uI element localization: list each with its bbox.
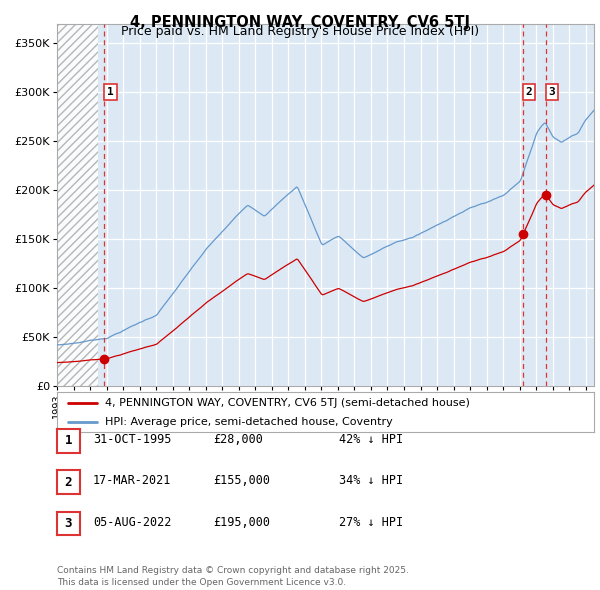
Text: 05-AUG-2022: 05-AUG-2022: [93, 516, 172, 529]
Text: 2: 2: [65, 476, 72, 489]
Text: 17-MAR-2021: 17-MAR-2021: [93, 474, 172, 487]
Text: 27% ↓ HPI: 27% ↓ HPI: [339, 516, 403, 529]
Text: HPI: Average price, semi-detached house, Coventry: HPI: Average price, semi-detached house,…: [106, 417, 393, 427]
Text: 1: 1: [107, 87, 114, 97]
Text: 34% ↓ HPI: 34% ↓ HPI: [339, 474, 403, 487]
Text: Price paid vs. HM Land Registry's House Price Index (HPI): Price paid vs. HM Land Registry's House …: [121, 25, 479, 38]
Text: 4, PENNINGTON WAY, COVENTRY, CV6 5TJ (semi-detached house): 4, PENNINGTON WAY, COVENTRY, CV6 5TJ (se…: [106, 398, 470, 408]
Text: 31-OCT-1995: 31-OCT-1995: [93, 433, 172, 446]
Text: £195,000: £195,000: [213, 516, 270, 529]
Text: 3: 3: [65, 517, 72, 530]
Text: £28,000: £28,000: [213, 433, 263, 446]
Text: Contains HM Land Registry data © Crown copyright and database right 2025.
This d: Contains HM Land Registry data © Crown c…: [57, 566, 409, 587]
Text: 42% ↓ HPI: 42% ↓ HPI: [339, 433, 403, 446]
Text: 2: 2: [526, 87, 532, 97]
Text: 1: 1: [65, 434, 72, 447]
Text: 3: 3: [548, 87, 556, 97]
Text: £155,000: £155,000: [213, 474, 270, 487]
Text: 4, PENNINGTON WAY, COVENTRY, CV6 5TJ: 4, PENNINGTON WAY, COVENTRY, CV6 5TJ: [130, 15, 470, 30]
